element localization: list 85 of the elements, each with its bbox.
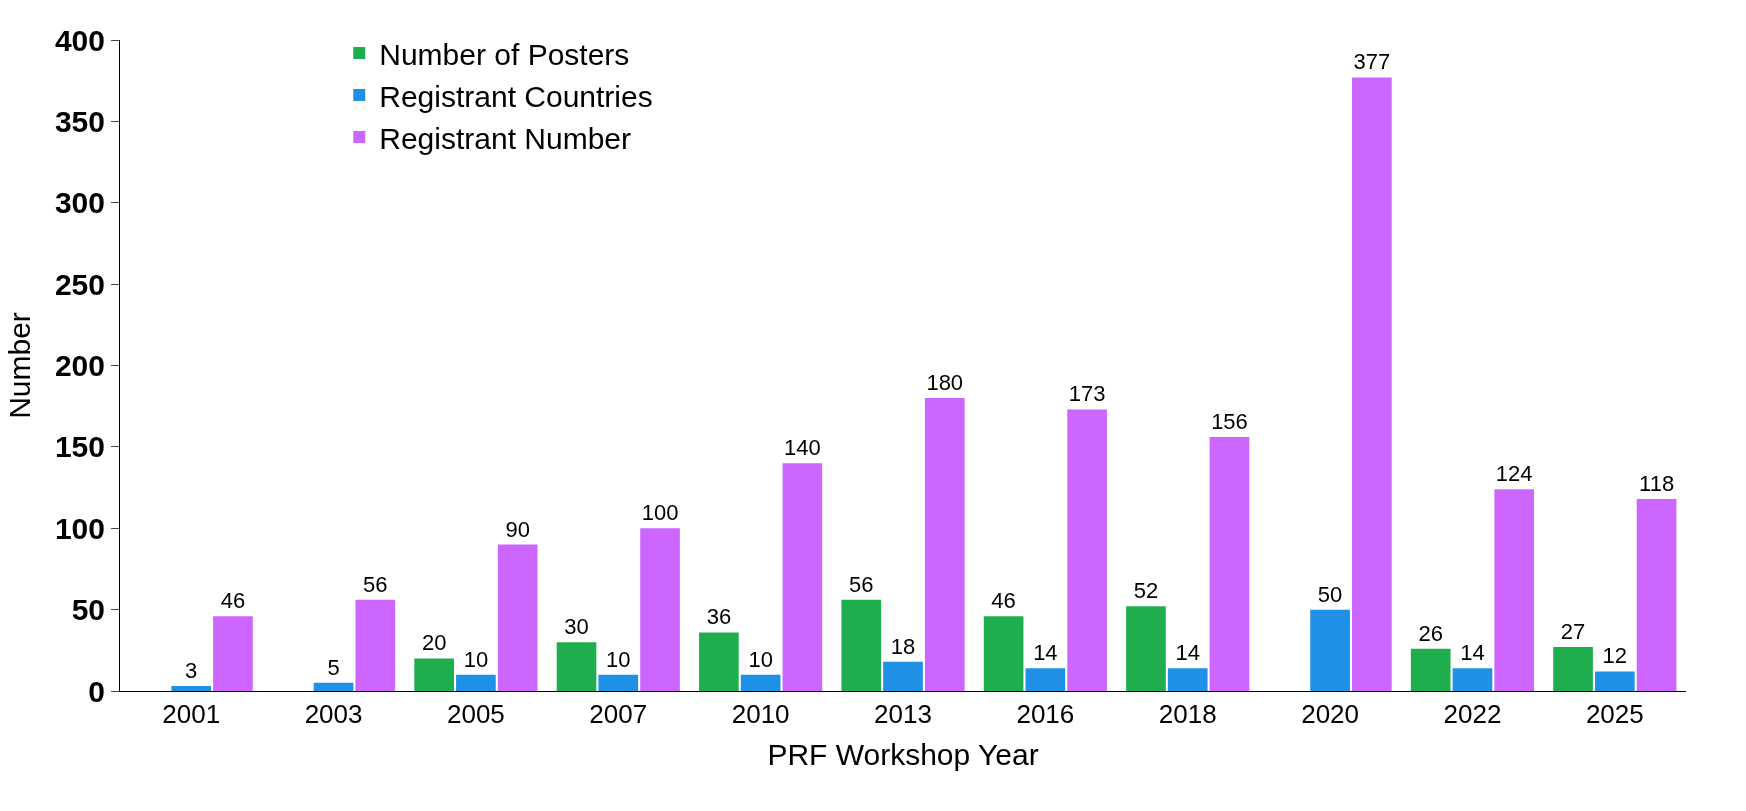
bar [313, 682, 354, 691]
data-label: 156 [1211, 409, 1248, 435]
bar [1310, 609, 1350, 691]
data-label: 14 [1175, 640, 1200, 666]
y-tick-label: 50 [71, 593, 105, 627]
bar [1494, 489, 1535, 691]
data-label: 14 [1033, 640, 1058, 666]
x-tick-label: 2018 [1158, 699, 1217, 730]
bar [1209, 437, 1250, 691]
bar [355, 599, 396, 691]
bar [841, 599, 882, 691]
bar [414, 658, 454, 691]
data-label: 26 [1418, 620, 1443, 646]
x-tick-label: 2005 [446, 699, 505, 730]
x-tick-label: 2020 [1301, 699, 1360, 730]
bar [598, 674, 639, 691]
y-tick-label: 100 [54, 511, 105, 545]
data-label: 52 [1133, 578, 1159, 604]
data-label: 46 [220, 588, 246, 614]
data-label: 27 [1560, 619, 1586, 645]
y-tick-label: 200 [54, 349, 105, 382]
legend-label: Registrant Number [379, 121, 632, 155]
data-label: 173 [1068, 381, 1106, 407]
x-tick-label: 2001 [162, 699, 221, 730]
bar [740, 674, 781, 691]
bar [1410, 648, 1451, 691]
data-label: 14 [1460, 640, 1485, 666]
data-label: 12 [1602, 643, 1628, 669]
bar [1067, 409, 1107, 691]
bar [1025, 668, 1066, 691]
data-label: 18 [890, 633, 916, 659]
data-label: 140 [784, 435, 821, 461]
bar [1352, 77, 1392, 691]
bar [1594, 671, 1635, 691]
y-axis-title: Number [2, 312, 36, 419]
bar [213, 616, 253, 691]
data-label: 100 [641, 500, 679, 526]
data-label: 377 [1353, 49, 1391, 75]
y-tick-label: 150 [54, 430, 105, 464]
bar [883, 661, 923, 691]
data-label: 3 [185, 658, 198, 684]
data-label: 46 [991, 588, 1016, 614]
data-label: 36 [706, 604, 732, 630]
x-tick-label: 2007 [589, 699, 648, 730]
bar [556, 642, 597, 691]
data-label: 10 [463, 646, 489, 672]
x-tick-label: 2025 [1585, 699, 1644, 730]
bar [983, 616, 1024, 691]
x-axis-title: PRF Workshop Year [767, 737, 1039, 771]
data-label: 118 [1639, 470, 1675, 496]
x-tick-label: 2016 [1016, 699, 1075, 730]
y-tick-label: 350 [54, 104, 105, 138]
y-tick-label: 0 [88, 674, 105, 708]
bar [1167, 668, 1208, 691]
bar [640, 528, 680, 691]
data-label: 50 [1317, 581, 1343, 607]
y-tick-label: 250 [54, 267, 105, 301]
bar [1636, 498, 1677, 691]
data-label: 124 [1495, 461, 1533, 487]
bar [497, 544, 538, 691]
data-label: 90 [505, 516, 530, 542]
x-tick-label: 2022 [1443, 699, 1502, 730]
bar [782, 463, 823, 691]
bar [924, 398, 965, 691]
legend-label: Registrant Countries [379, 79, 653, 113]
data-label: 20 [421, 630, 447, 656]
data-label: 56 [363, 571, 388, 597]
bar [1553, 647, 1593, 691]
bar [1126, 606, 1166, 691]
y-tick-label: 400 [54, 23, 105, 57]
data-label: 56 [849, 571, 874, 597]
legend-label: Number of Posters [379, 37, 630, 71]
data-label: 10 [606, 646, 631, 672]
data-label: 30 [564, 614, 589, 640]
data-label: 180 [926, 370, 964, 396]
x-tick-label: 2003 [304, 699, 363, 730]
y-tick-label: 300 [54, 186, 105, 220]
bar [456, 674, 496, 691]
bar [171, 686, 212, 691]
bar [699, 632, 739, 691]
x-tick-label: 2013 [874, 699, 932, 730]
x-tick-label: 2010 [731, 699, 790, 730]
bar [1452, 668, 1493, 691]
data-label: 10 [748, 646, 773, 672]
data-label: 5 [327, 654, 340, 680]
